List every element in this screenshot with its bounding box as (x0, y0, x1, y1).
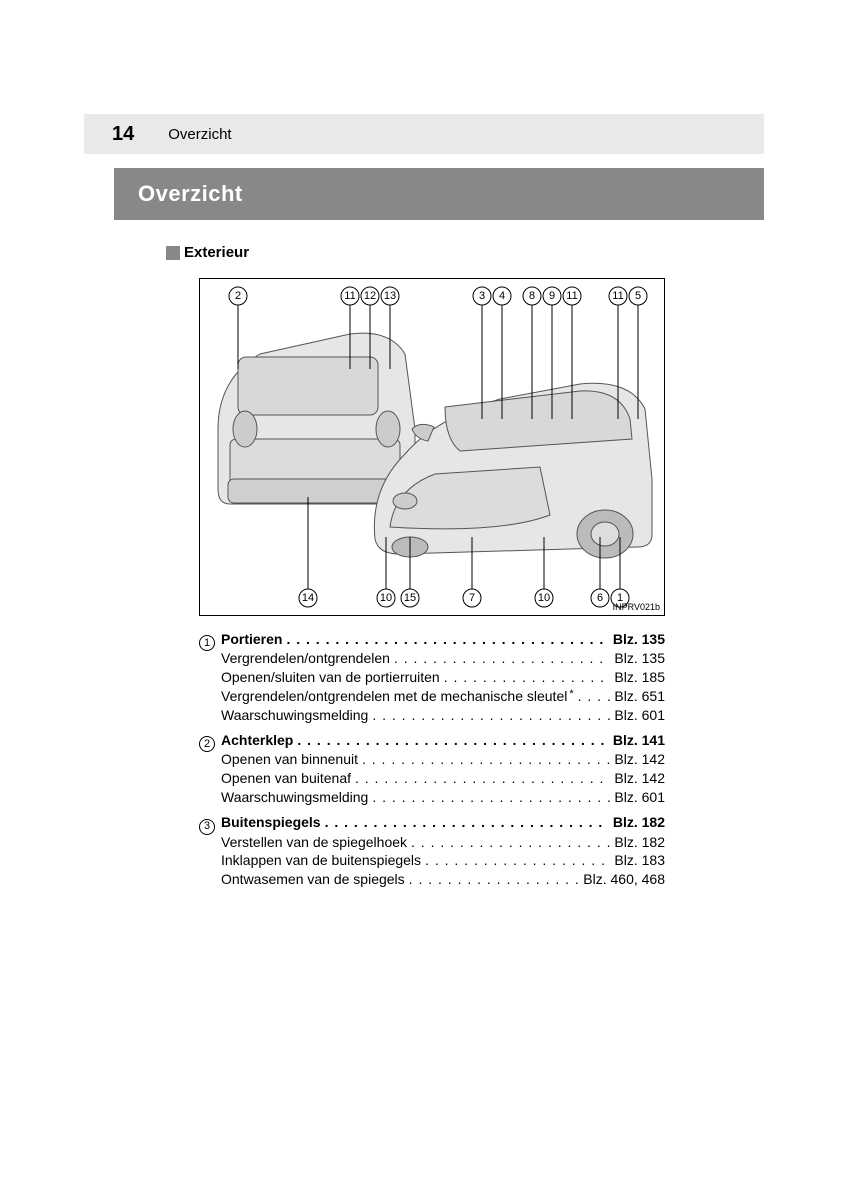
index-number-badge: 3 (199, 819, 215, 835)
leader-dots (372, 706, 610, 725)
index-page-ref: Blz. 142 (614, 769, 665, 788)
callout-number: 11 (612, 290, 623, 302)
index-main-entry: 2AchterklepBlz. 141 (199, 731, 665, 750)
index-sub-label: Vergrendelen/ontgrendelen met de mechani… (221, 687, 574, 706)
square-bullet-icon (166, 246, 180, 260)
callout-number: 7 (469, 592, 475, 604)
callout-number: 10 (380, 592, 392, 604)
page-number: 14 (112, 123, 134, 146)
index-page-ref: Blz. 182 (613, 813, 665, 832)
callout-number: 6 (597, 592, 603, 604)
index-sub-entry: Vergrendelen/ontgrendelen Blz. 135 (199, 649, 665, 668)
index-sub-label: Waarschuwingsmelding (221, 788, 368, 807)
index-sub-label: Openen van binnenuit (221, 750, 358, 769)
callout-number: 2 (235, 290, 241, 302)
figure-code: INPRV021b (613, 602, 660, 612)
index-page-ref: Blz. 185 (614, 668, 665, 687)
index-sub-label: Vergrendelen/ontgrendelen (221, 649, 390, 668)
leader-dots (372, 788, 610, 807)
index-page-ref: Blz. 460, 468 (583, 870, 665, 889)
callout-number: 4 (499, 290, 505, 302)
callout-number: 12 (364, 290, 376, 302)
index-main-entry: 3 Buitenspiegels Blz. 182 (199, 813, 665, 832)
index-sub-entry: Verstellen van de spiegelhoek Blz. 182 (199, 833, 665, 852)
index-sub-entry: Ontwasemen van de spiegels Blz. 460, 468 (199, 870, 665, 889)
index-page-ref: Blz. 601 (614, 706, 665, 725)
index-sub-entry: Vergrendelen/ontgrendelen met de mechani… (199, 687, 665, 706)
index-page-ref: Blz. 182 (614, 833, 665, 852)
leader-dots (362, 750, 610, 769)
callout-number: 10 (538, 592, 550, 604)
index-sub-label: Openen van buitenaf (221, 769, 351, 788)
leader-dots (409, 870, 580, 889)
leader-dots (578, 687, 611, 706)
index-page-ref: Blz. 142 (614, 750, 665, 769)
callout-number: 13 (384, 290, 396, 302)
index-sub-entry: Openen/sluiten van de portierruiten Blz. … (199, 668, 665, 687)
index-page-ref: Blz. 135 (613, 630, 665, 649)
index-main-entry: 1PortierenBlz. 135 (199, 630, 665, 649)
callout-number: 14 (302, 592, 314, 604)
index-sub-entry: Openen van buitenaf Blz. 142 (199, 769, 665, 788)
index-main-label: Portieren (221, 630, 282, 649)
index-sub-label: Openen/sluiten van de portierruiten (221, 668, 440, 687)
header-breadcrumb: Overzicht (168, 126, 231, 143)
leader-dots (286, 630, 608, 649)
index-page-ref: Blz. 135 (614, 649, 665, 668)
index-sub-label: Verstellen van de spiegelhoek (221, 833, 407, 852)
footnote-star-icon: * (569, 688, 573, 700)
index-sub-label: Inklappen van de buitenspiegels (221, 851, 421, 870)
callout-number: 3 (479, 290, 485, 302)
section-title: Overzicht (138, 181, 243, 207)
index-sub-label: Ontwasemen van de spiegels (221, 870, 405, 889)
leader-dots (425, 851, 610, 870)
subsection-label: Exterieur (184, 244, 249, 261)
callout-number: 11 (344, 290, 355, 302)
vehicle-rear (218, 333, 415, 504)
leader-dots (325, 813, 609, 832)
exterior-diagram: 2111213348911115 14101571061 INPRV021b (199, 278, 665, 616)
callout-number: 9 (549, 290, 555, 302)
vehicle-illustration: 2111213348911115 14101571061 (200, 279, 664, 615)
callout-number: 8 (529, 290, 535, 302)
index-page-ref: Blz. 601 (614, 788, 665, 807)
leader-dots (444, 668, 611, 687)
callout-number: 5 (635, 290, 641, 302)
callout-number: 11 (566, 290, 577, 302)
index-main-label: Buitenspiegels (221, 813, 321, 832)
index-main-label: Achterklep (221, 731, 293, 750)
section-title-band: Overzicht (114, 168, 764, 220)
index-sub-entry: Waarschuwingsmelding Blz. 601 (199, 788, 665, 807)
leader-dots (355, 769, 610, 788)
callout-number: 15 (404, 592, 416, 604)
index-sub-entry: Inklappen van de buitenspiegels Blz. 183 (199, 851, 665, 870)
leader-dots (297, 731, 609, 750)
subsection-heading: Exterieur (166, 244, 249, 261)
index-page-ref: Blz. 651 (614, 687, 665, 706)
vehicle-front (374, 383, 652, 558)
leader-dots (411, 833, 610, 852)
index-page-ref: Blz. 141 (613, 731, 665, 750)
page-reference-index: 1PortierenBlz. 135Vergrendelen/ontgrende… (199, 624, 665, 889)
leader-dots (394, 649, 610, 668)
index-sub-entry: Openen van binnenuit Blz. 142 (199, 750, 665, 769)
page-header-band: 14 Overzicht (84, 114, 764, 154)
index-sub-entry: Waarschuwingsmelding Blz. 601 (199, 706, 665, 725)
index-page-ref: Blz. 183 (614, 851, 665, 870)
index-sub-label: Waarschuwingsmelding (221, 706, 368, 725)
